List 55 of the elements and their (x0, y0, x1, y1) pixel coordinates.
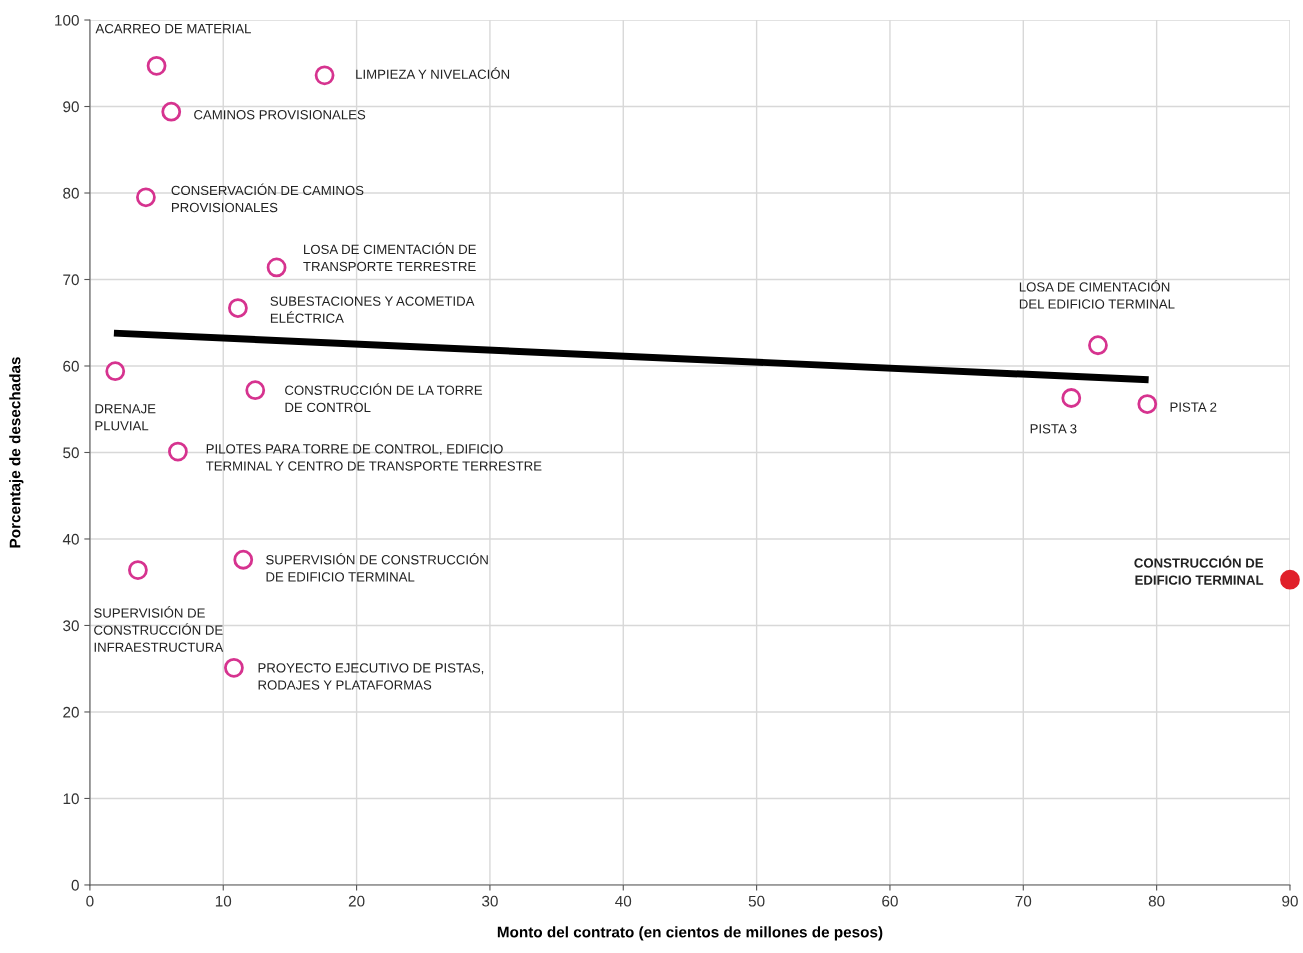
point (1061, 388, 1082, 408)
y-tick-label: 10 (63, 793, 79, 805)
x-tick-label: 90 (1282, 895, 1298, 907)
y-tick-label: 70 (63, 274, 79, 286)
annotation: DRENAJE PLUVIAL (95, 404, 156, 431)
y-tick-label: 0 (71, 879, 79, 891)
point (105, 361, 126, 382)
point (266, 257, 287, 278)
annotation: CONSERVACIÓN DE CAMINOS PROVISIONALES (171, 183, 364, 213)
y-tick-label: 40 (62, 533, 79, 545)
y-tick-label: 30 (63, 620, 79, 632)
y-tick-label: 100 (55, 14, 79, 26)
annotation: CAMINOS PROVISIONALES (194, 110, 366, 120)
x-tick-label: 70 (1015, 895, 1032, 907)
x-tick-label: 40 (615, 895, 632, 907)
annotation: SUPERVISIÓN DE CONSTRUCCIÓN DE INFRAESTRUCTURA (94, 606, 224, 652)
annotation: ACARREO DE MATERIAL (95, 23, 251, 34)
point (245, 380, 266, 401)
annotation: PISTA 3 (1030, 424, 1077, 434)
y-tick-label: 50 (63, 447, 79, 459)
x-tick-label: 0 (86, 895, 94, 907)
point (161, 101, 182, 122)
annotation: PISTA 2 (1170, 402, 1217, 412)
point (228, 298, 248, 318)
annotation: LIMPIEZA Y NIVELACIÓN (356, 67, 510, 79)
x-tick-label: 20 (348, 895, 365, 907)
point (136, 187, 156, 208)
annotation: LOSA DE CIMENTACIÓN DE TRANSPORTE TERRESTRE (303, 242, 476, 272)
point (128, 560, 148, 581)
point (168, 441, 188, 462)
y-tick-label: 60 (63, 360, 79, 372)
y-axis-title: Porcentaje de desechadas (9, 357, 24, 548)
point (233, 549, 254, 570)
point (224, 657, 244, 678)
point (1137, 394, 1158, 414)
point (146, 55, 167, 76)
point (314, 65, 335, 86)
x-tick-label: 60 (882, 895, 898, 907)
x-axis-title: Monto del contrato (en cientos de millones de pesos) (497, 926, 883, 941)
y-tick-label: 80 (63, 187, 79, 199)
annotation: CONSTRUCCIÓN DE EDIFICIO TERMINAL (1134, 555, 1264, 585)
x-tick-label: 80 (1148, 895, 1165, 907)
annotation: PROYECTO EJECUTIVO DE PISTAS, RODAJES Y PLATAFORMAS (258, 663, 484, 690)
annotation: PILOTES PARA TORRE DE CONTROL, EDIFICIO TERMINAL Y CENTRO DE TRANSPORTE TERRESTRE (205, 444, 542, 471)
x-tick-label: 10 (215, 895, 232, 907)
annotation: SUPERVISIÓN DE CONSTRUCCIÓN DE EDIFICIO TERMINAL (266, 552, 488, 582)
y-tick-label: 90 (63, 101, 79, 113)
point (1280, 569, 1300, 590)
x-tick-label: 30 (482, 895, 498, 907)
annotation: LOSA DE CIMENTACIÓN DEL EDIFICIO TERMINAL (1019, 280, 1175, 309)
point (1088, 335, 1108, 356)
y-tick-label: 20 (63, 706, 79, 718)
annotation: SUBESTACIONES Y ACOMETIDA ELÉCTRICA (270, 296, 475, 323)
annotation: CONSTRUCCIÓN DE LA TORRE DE CONTROL (285, 383, 483, 413)
x-tick-label: 50 (748, 895, 765, 907)
